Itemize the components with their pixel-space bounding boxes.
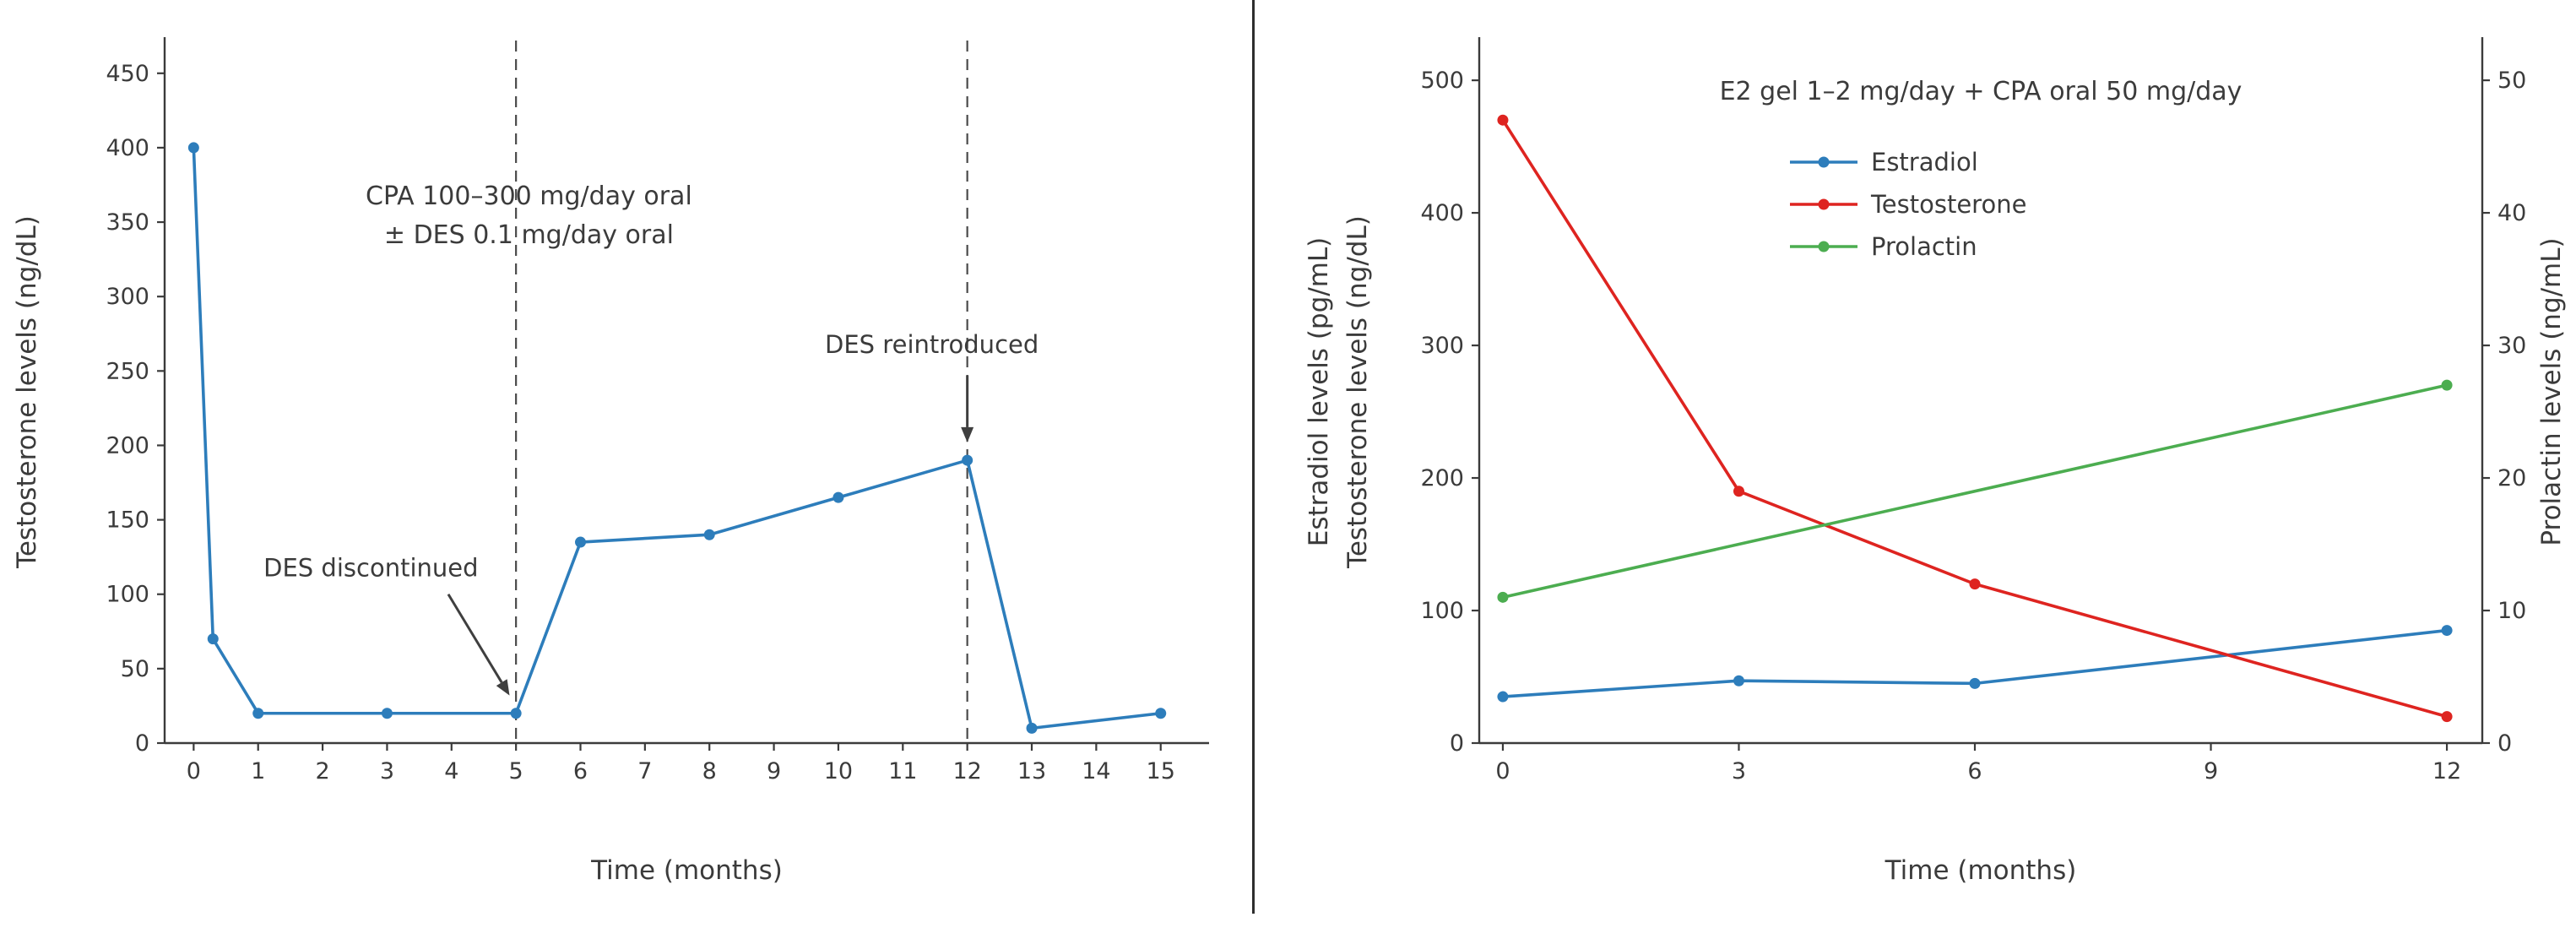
data-point-testosterone [510, 708, 522, 719]
testosterone-chart-panel: 0 1 2 3 4 5 6 7 8 9 10 11 12 13 14 15 0 50 100 150 200 250 300… [0, 0, 1250, 928]
right-y-axis-title: Prolactin levels (ng/mL) [2536, 237, 2567, 545]
data-point-estradiol [1969, 677, 1981, 689]
data-point-testosterone [207, 633, 219, 645]
data-point-prolactin [2441, 379, 2453, 391]
y-tick-label: 300 [106, 284, 149, 310]
x-tick-label: 14 [1082, 758, 1110, 784]
x-tick-label: 12 [2432, 758, 2461, 784]
legend-marker-prolactin [1818, 241, 1830, 252]
data-point-testosterone [703, 529, 715, 540]
annotation-label: DES discontinued [263, 554, 478, 583]
data-point-estradiol [2441, 625, 2453, 637]
y-tick-label: 400 [1420, 200, 1464, 226]
x-tick-label: 6 [1967, 758, 1982, 784]
y-tick-label: 200 [106, 432, 149, 459]
data-point-testosterone [575, 536, 587, 548]
data-point-testosterone [187, 142, 199, 154]
data-point-testosterone [2441, 711, 2453, 723]
x-axis-title: Time (months) [1885, 855, 2077, 886]
x-tick-label: 0 [1495, 758, 1510, 784]
y-tick-label: 400 [106, 135, 149, 161]
annotation-label: DES reintroduced [825, 330, 1039, 359]
y-tick-label: 0 [135, 730, 149, 757]
legend-marker-testosterone [1818, 198, 1830, 210]
y-tick-label: 300 [1420, 333, 1464, 359]
annotation-arrow-head [496, 679, 510, 696]
y-tick-label: 100 [106, 582, 149, 608]
annotation-text: CPA 100–300 mg/day oral [366, 182, 692, 211]
left-y-axis-title-2: Testosterone levels (ng/dL) [1342, 215, 1373, 569]
annotation-arrow-head [961, 426, 974, 442]
x-tick-label: 12 [952, 758, 981, 784]
left-y-axis-title-1: Estradiol levels (pg/mL) [1304, 237, 1334, 547]
right-y-tick-label: 0 [2497, 730, 2512, 757]
right-y-tick-label: 20 [2497, 465, 2526, 491]
x-tick-label: 4 [444, 758, 458, 784]
y-tick-label: 50 [121, 656, 149, 682]
data-point-testosterone [962, 454, 973, 466]
y-tick-label: 0 [1450, 730, 1464, 757]
annotation-arrow-line [447, 593, 503, 683]
right-y-tick-label: 50 [2497, 68, 2526, 94]
x-tick-label: 3 [1732, 758, 1746, 784]
data-point-prolactin [1497, 591, 1509, 603]
right-y-tick-label: 40 [2497, 200, 2526, 226]
annotation-text: ± DES 0.1 mg/day oral [384, 220, 674, 250]
y-tick-label: 350 [106, 209, 149, 236]
data-point-testosterone [832, 491, 844, 503]
data-point-testosterone [252, 708, 264, 719]
y-tick-label: 200 [1420, 465, 1464, 491]
chart-title: E2 gel 1–2 mg/day + CPA oral 50 mg/day [1720, 77, 2242, 106]
series-line-estradiol [1501, 628, 2449, 698]
legend-label-prolactin: Prolactin [1871, 232, 1977, 261]
x-tick-label: 6 [573, 758, 588, 784]
y-tick-label: 450 [106, 61, 149, 87]
x-tick-label: 10 [824, 758, 853, 784]
data-point-testosterone [381, 708, 393, 719]
legend-label-testosterone: Testosterone [1870, 190, 2026, 219]
hormone-levels-chart-svg: 0 3 6 9 12 0 100 200 300 400 500 0 10 20 30 40 50 Time (m… [1304, 37, 2567, 886]
y-tick-label: 150 [106, 507, 149, 534]
x-tick-label: 1 [251, 758, 265, 784]
hormone-levels-chart-panel: 0 3 6 9 12 0 100 200 300 400 500 0 10 20 30 40 50 Time (m… [1263, 0, 2576, 928]
data-point-testosterone [1969, 578, 1981, 590]
data-point-testosterone [1026, 722, 1038, 734]
y-axis-title: Testosterone levels (ng/dL) [12, 215, 42, 569]
x-tick-label: 8 [702, 758, 717, 784]
data-point-testosterone [1155, 708, 1167, 719]
data-point-estradiol [1497, 691, 1509, 703]
y-tick-label: 250 [106, 358, 149, 384]
testosterone-chart-svg: 0 1 2 3 4 5 6 7 8 9 10 11 12 13 14 15050100150200250300… [12, 37, 1209, 886]
y-tick-label: 500 [1420, 68, 1464, 94]
x-tick-label: 0 [187, 758, 201, 784]
y-tick-label: 100 [1420, 598, 1464, 624]
data-point-testosterone [1497, 114, 1509, 126]
series-line-testosterone [192, 146, 1163, 730]
legend-label-estradiol: Estradiol [1871, 148, 1978, 176]
x-tick-label: 13 [1017, 758, 1046, 784]
x-tick-label: 9 [767, 758, 781, 784]
x-tick-label: 11 [888, 758, 917, 784]
legend-marker-estradiol [1818, 156, 1830, 168]
x-tick-label: 2 [315, 758, 329, 784]
data-point-estradiol [1733, 675, 1744, 687]
x-tick-label: 9 [2204, 758, 2218, 784]
data-point-testosterone [1733, 486, 1744, 497]
series-line-testosterone [1501, 118, 2449, 719]
right-y-tick-label: 10 [2497, 598, 2526, 624]
x-tick-label: 3 [380, 758, 394, 784]
x-tick-label: 7 [637, 758, 652, 784]
right-y-tick-label: 30 [2497, 333, 2526, 359]
series-line-prolactin [1501, 383, 2449, 600]
x-tick-label: 5 [509, 758, 523, 784]
panel-divider [1252, 0, 1255, 914]
x-axis-title: Time (months) [590, 855, 783, 886]
x-tick-label: 15 [1147, 758, 1175, 784]
